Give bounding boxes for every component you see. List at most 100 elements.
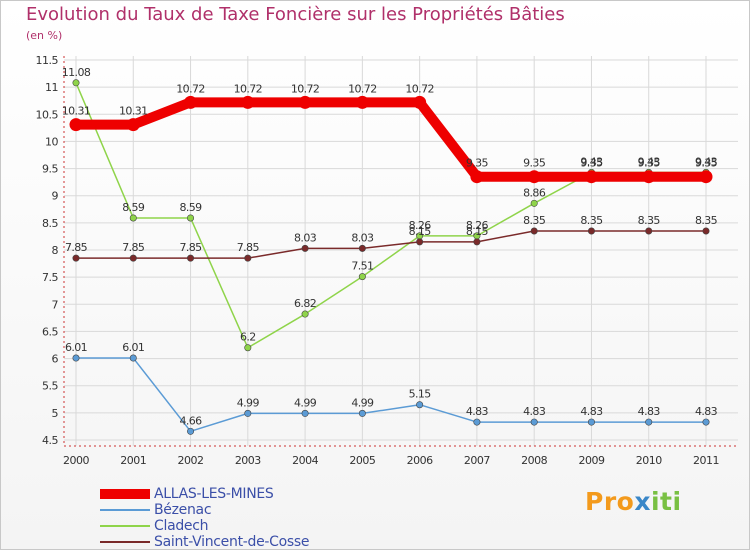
- data-label: 10.72: [348, 82, 377, 95]
- data-point: [413, 95, 427, 109]
- data-point: [587, 418, 595, 426]
- data-label: 8.26: [466, 219, 489, 232]
- x-tick-label: 2006: [407, 454, 433, 467]
- data-label: 8.15: [409, 225, 432, 238]
- logo-part: x: [634, 487, 651, 516]
- data-label: 8.35: [695, 214, 718, 227]
- data-point: [241, 95, 255, 109]
- data-point: [530, 227, 538, 235]
- data-label: 4.66: [179, 414, 202, 427]
- y-tick-label: 10: [45, 135, 58, 148]
- legend-swatch: [100, 509, 150, 511]
- series-line-cladech: [75, 82, 707, 349]
- legend-item[interactable]: Cladech: [100, 518, 309, 534]
- data-label: 4.83: [695, 405, 718, 418]
- data-point: [470, 170, 484, 184]
- legend-item[interactable]: Saint-Vincent-de-Cosse: [100, 534, 310, 550]
- data-label: 6.01: [122, 341, 144, 354]
- proxiti-logo: Proxiti: [585, 487, 682, 516]
- x-tick-label: 2003: [235, 454, 261, 467]
- data-point: [187, 214, 195, 222]
- data-point: [72, 79, 80, 87]
- data-point: [358, 273, 366, 281]
- data-label: 7.85: [65, 241, 88, 254]
- y-tick-label: 5.5: [42, 380, 58, 393]
- data-point: [699, 170, 713, 184]
- data-label: 6.82: [294, 297, 316, 310]
- data-label: 4.83: [580, 405, 603, 418]
- series-line-allas-les-mines: [71, 97, 711, 182]
- data-label: 8.59: [122, 201, 145, 214]
- legend-label: Cladech: [154, 518, 209, 534]
- y-tick-label: 10.5: [36, 108, 59, 121]
- y-tick-label: 6: [52, 353, 59, 366]
- y-tick-label: 9.5: [42, 163, 58, 176]
- data-label: 10.31: [119, 105, 148, 118]
- y-tick-label: 8: [52, 244, 59, 257]
- data-point: [530, 418, 538, 426]
- data-label: 9.35: [638, 157, 661, 170]
- x-tick-label: 2000: [63, 454, 89, 467]
- data-label: 4.83: [523, 405, 546, 418]
- data-label: 7.85: [122, 241, 145, 254]
- data-label: 9.35: [580, 157, 603, 170]
- series-lines: [69, 79, 713, 435]
- data-point: [129, 354, 137, 362]
- data-point: [69, 118, 83, 132]
- data-label: 7.85: [179, 241, 202, 254]
- data-point: [301, 409, 309, 417]
- legend-label: Saint-Vincent-de-Cosse: [154, 534, 310, 550]
- data-label: 5.15: [409, 388, 432, 401]
- data-point: [301, 310, 309, 318]
- data-point: [129, 214, 137, 222]
- data-label: 4.99: [294, 396, 317, 409]
- legend-item[interactable]: Bézenac: [100, 502, 309, 518]
- legend-label: Bézenac: [154, 502, 212, 518]
- data-point: [358, 244, 366, 252]
- data-point: [584, 170, 598, 184]
- data-label: 9.35: [523, 157, 546, 170]
- series-line-saint-vincent-de-cosse: [75, 230, 707, 259]
- data-label: 6.01: [65, 341, 87, 354]
- data-point: [244, 409, 252, 417]
- data-point: [187, 254, 195, 262]
- unit-label: (en %): [26, 29, 63, 42]
- series-line-b-zenac: [75, 357, 707, 433]
- data-point: [473, 238, 481, 246]
- legend-swatch: [100, 489, 150, 499]
- y-tick-label: 11.5: [36, 54, 59, 67]
- data-point: [126, 118, 140, 132]
- data-label: 8.59: [179, 201, 202, 214]
- x-tick-label: 2001: [120, 454, 146, 467]
- data-label: 10.72: [405, 82, 434, 95]
- legend-swatch: [100, 541, 150, 543]
- data-point: [416, 238, 424, 246]
- data-label: 10.72: [176, 82, 205, 95]
- data-label: 11.08: [62, 66, 91, 79]
- data-point: [355, 95, 369, 109]
- data-label: 6.2: [240, 331, 256, 344]
- legend-item[interactable]: ALLAS-LES-MINES: [100, 486, 309, 502]
- data-label: 10.72: [291, 82, 320, 95]
- data-point: [642, 170, 656, 184]
- legend-swatch: [100, 525, 150, 527]
- data-point: [587, 227, 595, 235]
- data-point: [244, 344, 252, 352]
- x-tick-label: 2011: [693, 454, 719, 467]
- data-label: 4.83: [466, 405, 489, 418]
- logo-part: iti: [650, 487, 682, 516]
- y-tick-label: 4.5: [42, 434, 58, 447]
- data-label: 4.99: [351, 396, 374, 409]
- y-tick-label: 6.5: [42, 325, 58, 338]
- data-point: [298, 95, 312, 109]
- data-point: [72, 354, 80, 362]
- data-point: [416, 401, 424, 409]
- data-label: 7.85: [237, 241, 260, 254]
- data-label: 8.35: [638, 214, 661, 227]
- data-label: 8.35: [523, 214, 546, 227]
- legend-label: ALLAS-LES-MINES: [154, 486, 274, 502]
- chart-title: Evolution du Taux de Taxe Foncière sur l…: [26, 4, 565, 25]
